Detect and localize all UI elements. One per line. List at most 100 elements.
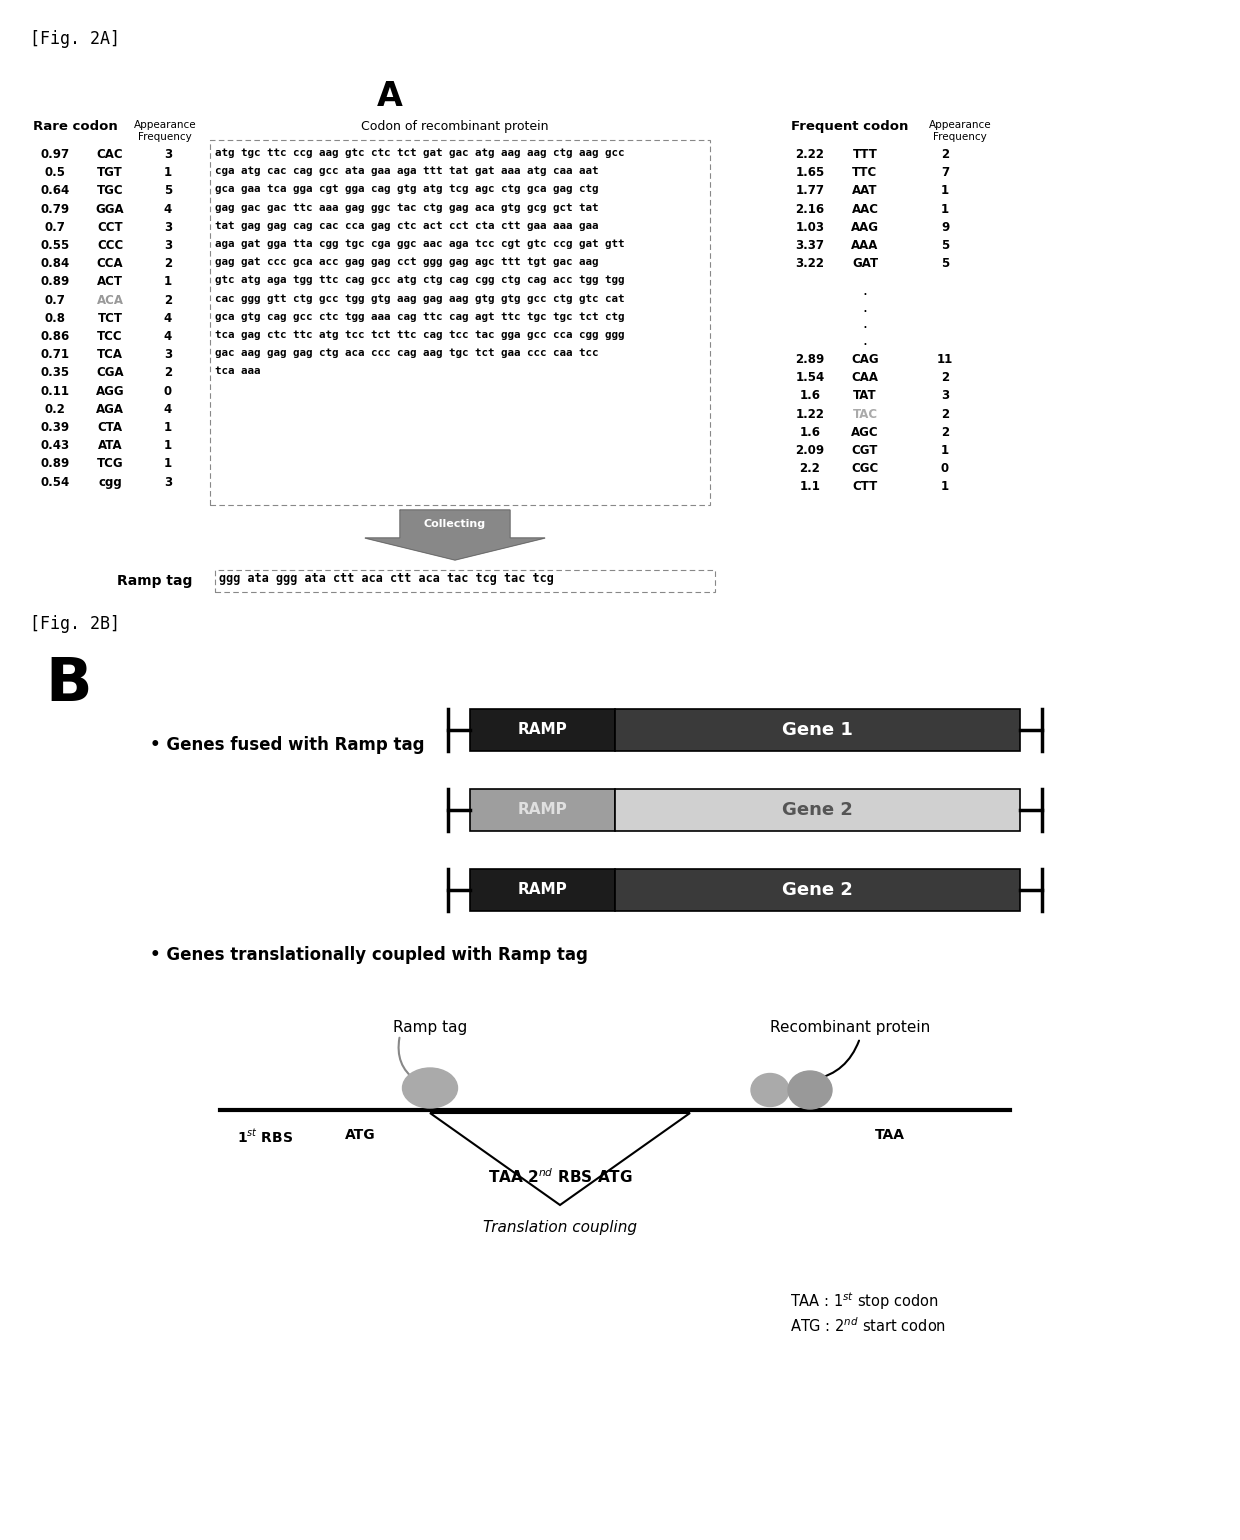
Text: 0.8: 0.8 (45, 311, 66, 325)
Text: tca gag ctc ttc atg tcc tct ttc cag tcc tac gga gcc cca cgg ggg: tca gag ctc ttc atg tcc tct ttc cag tcc … (215, 330, 625, 340)
Text: tat gag gag cag cac cca gag ctc act cct cta ctt gaa aaa gaa: tat gag gag cag cac cca gag ctc act cct … (215, 220, 599, 231)
Text: gca gtg cag gcc ctc tgg aaa cag ttc cag agt ttc tgc tgc tct ctg: gca gtg cag gcc ctc tgg aaa cag ttc cag … (215, 311, 625, 322)
Text: cac ggg gtt ctg gcc tgg gtg aag gag aag gtg gtg gcc ctg gtc cat: cac ggg gtt ctg gcc tgg gtg aag gag aag … (215, 294, 625, 303)
Bar (215, 570, 715, 591)
Text: 0.2: 0.2 (45, 403, 66, 416)
Ellipse shape (403, 1069, 458, 1107)
Bar (470, 869, 615, 912)
Text: CAA: CAA (852, 371, 878, 383)
Text: TTC: TTC (852, 166, 878, 179)
Text: 1.6: 1.6 (800, 425, 821, 439)
Polygon shape (365, 510, 546, 561)
Text: 1.22: 1.22 (796, 408, 825, 420)
Text: 2: 2 (941, 148, 949, 162)
Text: 0.89: 0.89 (41, 276, 69, 288)
Bar (470, 788, 615, 832)
Text: 1: 1 (164, 439, 172, 453)
Text: [Fig. 2B]: [Fig. 2B] (30, 614, 120, 633)
Text: 2: 2 (941, 371, 949, 383)
Text: ACT: ACT (97, 276, 123, 288)
Text: .: . (863, 300, 868, 314)
Text: 0.39: 0.39 (41, 420, 69, 434)
Text: 3: 3 (164, 348, 172, 362)
Text: [Fig. 2A]: [Fig. 2A] (30, 29, 120, 48)
Text: 2: 2 (164, 367, 172, 379)
Text: TAT: TAT (853, 390, 877, 402)
Text: 1: 1 (164, 276, 172, 288)
Text: 3: 3 (164, 220, 172, 234)
Polygon shape (430, 1113, 689, 1204)
Text: 3: 3 (164, 148, 172, 162)
Text: 1.03: 1.03 (796, 220, 825, 234)
Text: TAA: TAA (875, 1127, 905, 1143)
Text: 1: 1 (941, 203, 949, 216)
Text: • Genes translationally coupled with Ramp tag: • Genes translationally coupled with Ram… (150, 946, 588, 964)
Text: 2: 2 (164, 294, 172, 306)
Text: 1: 1 (941, 480, 949, 493)
Text: 1.6: 1.6 (800, 390, 821, 402)
Text: 4: 4 (164, 403, 172, 416)
Text: 0: 0 (941, 462, 949, 476)
Bar (615, 869, 1021, 912)
Text: 7: 7 (941, 166, 949, 179)
Text: cga atg cac cag gcc ata gaa aga ttt tat gat aaa atg caa aat: cga atg cac cag gcc ata gaa aga ttt tat … (215, 166, 599, 176)
Text: • Genes fused with Ramp tag: • Genes fused with Ramp tag (150, 736, 424, 755)
Text: 1: 1 (164, 457, 172, 470)
Text: 2.2: 2.2 (800, 462, 821, 476)
Text: Rare codon: Rare codon (32, 120, 118, 132)
Text: 0.79: 0.79 (41, 203, 69, 216)
Bar (615, 788, 1021, 832)
Text: 0.55: 0.55 (41, 239, 69, 253)
Text: TCA: TCA (97, 348, 123, 362)
Text: 3.22: 3.22 (796, 257, 825, 270)
Text: A: A (377, 80, 403, 112)
Text: ggg ata ggg ata ctt aca ctt aca tac tcg tac tcg: ggg ata ggg ata ctt aca ctt aca tac tcg … (219, 571, 554, 585)
Text: 2: 2 (941, 408, 949, 420)
Text: 1.54: 1.54 (795, 371, 825, 383)
Text: RAMP: RAMP (517, 722, 568, 738)
Text: .: . (863, 283, 868, 299)
Text: .: . (863, 316, 868, 331)
Text: 2.09: 2.09 (795, 444, 825, 457)
Text: CCA: CCA (97, 257, 123, 270)
Text: 11: 11 (937, 353, 954, 367)
Text: Gene 2: Gene 2 (782, 801, 853, 819)
Text: TGC: TGC (97, 185, 123, 197)
Text: 1: 1 (941, 444, 949, 457)
Text: 1: 1 (164, 166, 172, 179)
Text: AAT: AAT (852, 185, 878, 197)
Text: Translation coupling: Translation coupling (484, 1220, 637, 1235)
Text: 2.22: 2.22 (796, 148, 825, 162)
Text: CCC: CCC (97, 239, 123, 253)
Ellipse shape (787, 1070, 832, 1109)
Text: Gene 1: Gene 1 (782, 721, 853, 739)
Text: gtc atg aga tgg ttc cag gcc atg ctg cag cgg ctg cag acc tgg tgg: gtc atg aga tgg ttc cag gcc atg ctg cag … (215, 276, 625, 285)
Text: gag gat ccc gca acc gag gag cct ggg gag agc ttt tgt gac aag: gag gat ccc gca acc gag gag cct ggg gag … (215, 257, 599, 268)
Text: AGA: AGA (95, 403, 124, 416)
Text: gag gac gac ttc aaa gag ggc tac ctg gag aca gtg gcg gct tat: gag gac gac ttc aaa gag ggc tac ctg gag … (215, 203, 599, 213)
Text: atg tgc ttc ccg aag gtc ctc tct gat gac atg aag aag ctg aag gcc: atg tgc ttc ccg aag gtc ctc tct gat gac … (215, 148, 625, 159)
Text: cgg: cgg (98, 476, 122, 488)
Text: Appearance
Frequency: Appearance Frequency (929, 120, 991, 142)
Text: 0.7: 0.7 (45, 294, 66, 306)
Text: 1.65: 1.65 (795, 166, 825, 179)
Text: Codon of recombinant protein: Codon of recombinant protein (361, 120, 549, 132)
Text: CTT: CTT (852, 480, 878, 493)
Text: 1.1: 1.1 (800, 480, 821, 493)
Text: 0.71: 0.71 (41, 348, 69, 362)
Text: Gene 2: Gene 2 (782, 881, 853, 899)
Text: gac aag gag gag ctg aca ccc cag aag tgc tct gaa ccc caa tcc: gac aag gag gag ctg aca ccc cag aag tgc … (215, 348, 599, 359)
Text: Collecting: Collecting (424, 519, 486, 530)
Text: 2: 2 (164, 257, 172, 270)
Text: 2.16: 2.16 (795, 203, 825, 216)
Bar (615, 708, 1021, 752)
Text: 0.11: 0.11 (41, 385, 69, 397)
Text: gca gaa tca gga cgt gga cag gtg atg tcg agc ctg gca gag ctg: gca gaa tca gga cgt gga cag gtg atg tcg … (215, 185, 599, 194)
Text: 5: 5 (941, 257, 949, 270)
Text: ACA: ACA (97, 294, 124, 306)
Text: 1$^{st}$ RBS: 1$^{st}$ RBS (237, 1127, 293, 1146)
Text: 2: 2 (941, 425, 949, 439)
Text: CAC: CAC (97, 148, 123, 162)
Text: TAA 2$^{nd}$ RBS ATG: TAA 2$^{nd}$ RBS ATG (487, 1167, 632, 1186)
Text: .: . (863, 333, 868, 348)
